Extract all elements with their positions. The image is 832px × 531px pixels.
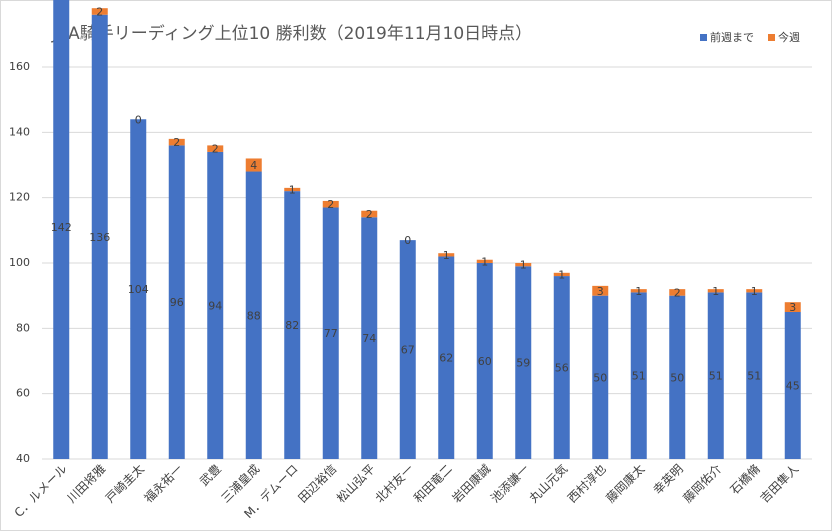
bar-segment [515,266,532,459]
data-label: 2 [674,286,681,299]
data-label: 2 [173,136,180,149]
data-label: 77 [324,327,338,340]
data-label: 2 [212,143,219,156]
bar-segment [707,292,724,459]
bar-segment [168,145,185,459]
data-label: 1 [520,259,527,272]
bar-segment [746,289,763,293]
data-label: 1 [558,268,565,281]
bar-segment [476,259,493,263]
bar-segment [284,191,301,459]
bar-segment [476,263,493,459]
bar-segment [361,217,378,459]
data-label: 59 [516,357,530,370]
bar-segment [515,263,532,267]
y-tick-label: 40 [16,452,30,465]
y-tick-label: 120 [9,191,30,204]
bar-segment [669,289,686,296]
data-label: 2 [366,208,373,221]
data-label: 62 [439,352,453,365]
data-label: 74 [362,332,376,345]
bar-segment [592,285,609,296]
bar-segment [53,0,70,460]
bar-segment [322,207,339,459]
bar-segment [784,302,801,312]
y-tick-label: 100 [9,256,30,269]
data-label: 1 [635,285,642,298]
data-label: 96 [170,296,184,309]
bar-segment [553,276,570,459]
bar-segment [784,312,801,459]
bar-segment [361,210,378,218]
data-label: 3 [597,285,604,298]
data-label: 56 [555,362,569,375]
bar-segment [91,8,108,15]
data-label: 0 [135,113,142,126]
bar-segment [669,295,686,459]
bar-segment [592,295,609,459]
bar-segment [438,256,455,459]
data-label: 1 [443,249,450,262]
data-label: 1 [751,285,758,298]
y-tick-label: 80 [16,321,30,334]
bar-segment [707,289,724,293]
legend-label: 前週まで [710,30,754,44]
bar-segment [245,158,262,172]
bar-segment [207,145,224,152]
data-label: 50 [593,371,607,384]
data-label: 50 [670,371,684,384]
data-label: 51 [747,370,761,383]
data-label: 82 [285,319,299,332]
chart-title: JRA騎手リーディング上位10 勝利数（2019年11月10日時点） [51,23,532,44]
data-label: 3 [789,301,796,314]
data-label: 67 [401,344,415,357]
data-label: 88 [247,309,261,322]
data-label: 4 [250,159,257,172]
data-label: 2 [327,198,334,211]
data-label: 94 [208,299,222,312]
data-label: 1 [481,255,488,268]
bar-segment [553,272,570,277]
bar-segment [630,289,647,293]
data-label: 136 [89,231,110,244]
bar-segment [284,187,301,192]
y-tick-label: 160 [9,60,30,73]
data-label: 1 [289,184,296,197]
data-label: 1 [58,0,65,1]
y-tick-label: 60 [16,387,30,400]
bar-segment [322,200,339,208]
data-label: 45 [786,380,800,393]
bar-segment [91,14,108,459]
bar-segment [207,151,224,459]
legend-swatch [768,34,775,41]
data-label: 1 [712,285,719,298]
legend-label: 今週 [778,30,800,44]
data-label: 2 [96,5,103,18]
data-label: 104 [128,283,149,296]
data-label: 142 [51,221,72,234]
bar-segment [438,253,455,257]
data-label: 60 [478,355,492,368]
bar-segment [399,240,416,459]
bar-segment [168,138,185,146]
bar-segment [130,119,147,460]
bar-segment [630,292,647,459]
y-tick-label: 140 [9,125,30,138]
bar-segment [746,292,763,459]
data-label: 51 [709,370,723,383]
data-label: 51 [632,370,646,383]
legend-swatch [700,34,707,41]
bar-segment [245,171,262,460]
data-label: 0 [404,234,411,247]
